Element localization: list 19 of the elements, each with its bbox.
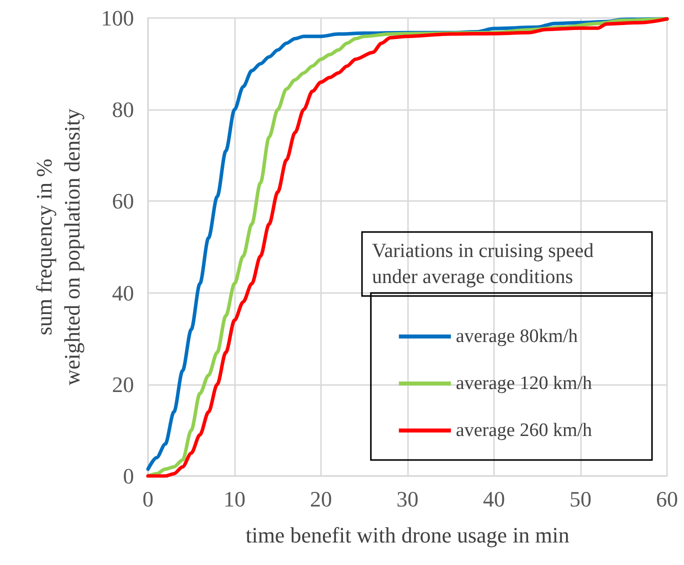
x-axis-title: time benefit with drone usage in min	[246, 522, 570, 548]
x-tick-label: 50	[570, 486, 592, 512]
y-tick-label: 60	[112, 188, 134, 214]
legend-label: average 80km/h	[456, 326, 578, 347]
y-tick-label: 100	[101, 6, 134, 30]
x-tick-label: 40	[483, 486, 505, 512]
y-tick-label: 40	[112, 280, 134, 306]
y-tick-label: 80	[112, 97, 134, 122]
x-tick-label: 60	[656, 486, 678, 512]
y-axis-title: sum frequency in % weighted on population density	[32, 108, 84, 386]
legend-label: average 260 km/h	[456, 420, 592, 441]
x-tick-label: 30	[396, 486, 418, 512]
legend-label: average 120 km/h	[456, 373, 592, 394]
x-tick-label: 10	[224, 486, 246, 512]
legend-title: Variations in cruising speed under average conditions	[372, 240, 599, 288]
x-tick-label: 0	[142, 486, 154, 512]
y-tick-label: 20	[112, 372, 134, 397]
x-tick-label: 20	[310, 486, 332, 512]
y-tick-label: 0	[123, 464, 134, 488]
